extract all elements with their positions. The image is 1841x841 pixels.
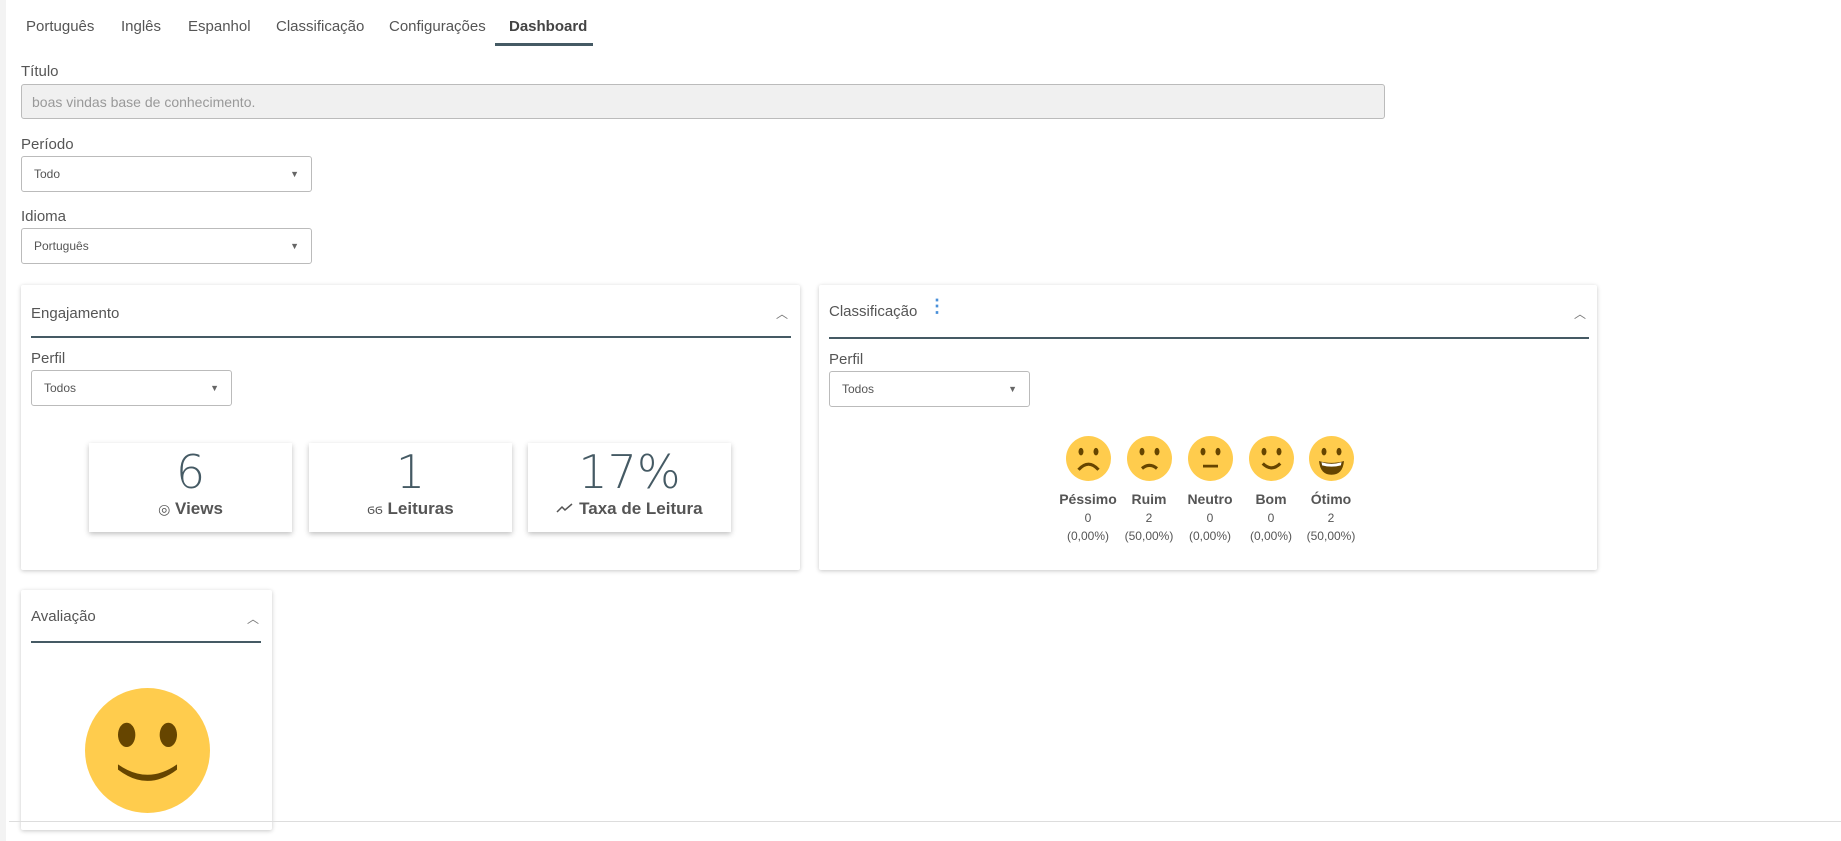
language-label: Idioma <box>21 208 67 225</box>
evaluation-title: Avaliação <box>31 608 96 625</box>
rating-percent: (0,00%) <box>1249 529 1293 543</box>
language-value: Português <box>34 239 89 253</box>
engagement-profile-select[interactable]: Todos ▼ <box>31 370 232 406</box>
active-tab-indicator <box>495 43 593 46</box>
period-select[interactable]: Todo ▼ <box>21 156 312 192</box>
bottom-divider <box>9 821 1841 822</box>
rating-label: Bom <box>1255 491 1287 507</box>
reads-label: Leituras <box>387 499 454 518</box>
chevron-up-icon[interactable]: ︿ <box>247 612 260 626</box>
more-vertical-icon[interactable]: ⋮ <box>928 296 946 316</box>
sad-face-icon <box>1126 436 1172 481</box>
grin-face-icon <box>1308 436 1354 481</box>
rating-item: Péssimo 0 (0,00%) <box>1053 436 1123 543</box>
rating-item: Ruim 2 (50,00%) <box>1114 436 1184 543</box>
read-rate-label: Taxa de Leitura <box>579 499 703 518</box>
rating-label: Ótimo <box>1310 491 1352 507</box>
views-value: 6 <box>175 445 206 499</box>
rating-percent: (50,00%) <box>1124 529 1174 543</box>
rating-percent: (50,00%) <box>1306 529 1356 543</box>
chevron-up-icon[interactable]: ︿ <box>776 307 789 321</box>
tab-dashboard[interactable]: Dashboard <box>509 18 588 35</box>
rating-label: Ruim <box>1131 491 1167 507</box>
tab-ingles[interactable]: Inglês <box>121 18 162 35</box>
very-sad-face-icon <box>1065 436 1111 481</box>
eye-icon: ◎ <box>158 501 171 517</box>
rating-item: Bom 0 (0,00%) <box>1236 436 1306 543</box>
read-rate-stat: 17% Taxa de Leitura <box>528 443 731 532</box>
classification-profile-select[interactable]: Todos ▼ <box>829 371 1030 407</box>
rating-count: 0 <box>1084 511 1092 525</box>
tab-espanhol[interactable]: Espanhol <box>188 18 251 35</box>
language-select[interactable]: Português ▼ <box>21 228 312 264</box>
tab-portugues[interactable]: Português <box>26 18 95 35</box>
rating-label: Neutro <box>1187 491 1233 507</box>
evaluation-card: Avaliação ︿ <box>21 590 272 830</box>
read-rate-value: 17% <box>578 445 681 499</box>
rating-percent: (0,00%) <box>1066 529 1110 543</box>
period-label: Período <box>21 136 74 153</box>
classification-card: Classificação ⋮ ︿ Perfil Todos ▼ <box>819 285 1597 570</box>
header-divider <box>31 641 261 643</box>
profile-value: Todos <box>44 381 77 395</box>
views-label: Views <box>175 499 223 518</box>
title-label: Título <box>21 63 59 80</box>
smile-face-icon <box>85 688 210 813</box>
caret-down-icon: ▼ <box>210 383 219 393</box>
trend-line-icon <box>556 499 574 518</box>
classification-title: Classificação <box>829 303 918 320</box>
reads-stat: 1 ϭϭ Leituras <box>309 443 512 532</box>
glasses-icon: ϭϭ <box>367 501 383 517</box>
profile-value: Todos <box>842 382 875 396</box>
neutral-face-icon <box>1187 436 1233 481</box>
smile-face-icon <box>1248 436 1294 481</box>
rating-percent: (0,00%) <box>1188 529 1232 543</box>
tab-configuracoes[interactable]: Configurações <box>389 18 486 35</box>
title-input[interactable]: boas vindas base de conhecimento. <box>21 84 1385 119</box>
reads-value: 1 <box>395 445 426 499</box>
tab-classificacao[interactable]: Classificação <box>276 18 365 35</box>
views-stat: 6 ◎ Views <box>89 443 292 532</box>
period-value: Todo <box>34 167 61 181</box>
header-divider <box>829 337 1589 339</box>
profile-label: Perfil <box>829 351 864 368</box>
rating-item: Neutro 0 (0,00%) <box>1175 436 1245 543</box>
left-edge <box>0 0 6 841</box>
engagement-card: Engajamento ︿ Perfil Todos ▼ 6 ◎ Views 1… <box>21 285 800 570</box>
caret-down-icon: ▼ <box>1008 384 1017 394</box>
caret-down-icon: ▼ <box>290 241 299 251</box>
rating-item: Ótimo 2 (50,00%) <box>1296 436 1366 543</box>
rating-count: 2 <box>1145 511 1153 525</box>
chevron-up-icon[interactable]: ︿ <box>1574 307 1587 321</box>
rating-count: 0 <box>1267 511 1275 525</box>
rating-count: 2 <box>1327 511 1335 525</box>
engagement-title: Engajamento <box>31 305 120 322</box>
rating-label: Péssimo <box>1059 491 1117 507</box>
rating-count: 0 <box>1206 511 1214 525</box>
header-divider <box>31 336 791 338</box>
caret-down-icon: ▼ <box>290 169 299 179</box>
profile-label: Perfil <box>31 350 66 367</box>
